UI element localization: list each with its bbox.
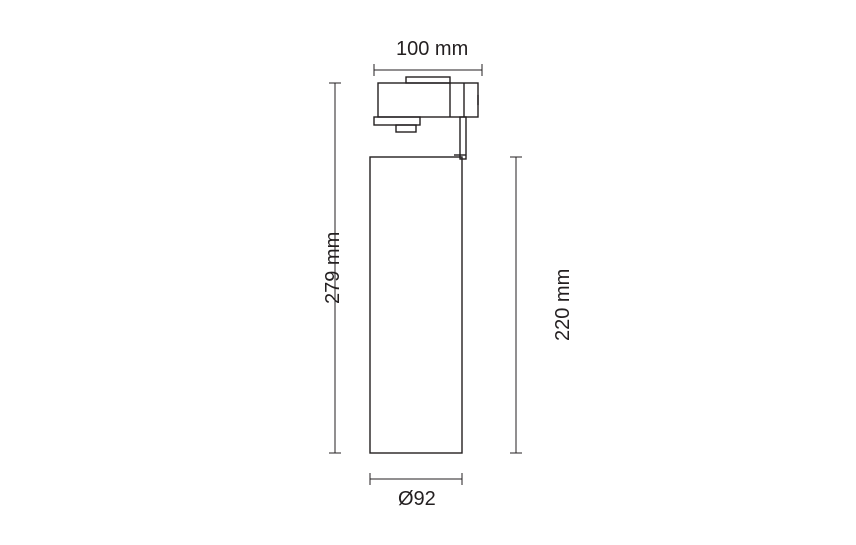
dim-right-label: 220 mm [552,269,575,341]
technical-drawing: 100 mm 279 mm 220 mm Ø92 [0,0,856,540]
dim-left-label: 279 mm [322,232,345,304]
drawing-svg [0,0,856,540]
dim-top-label: 100 mm [396,38,468,61]
dim-bottom-label: Ø92 [398,488,436,511]
